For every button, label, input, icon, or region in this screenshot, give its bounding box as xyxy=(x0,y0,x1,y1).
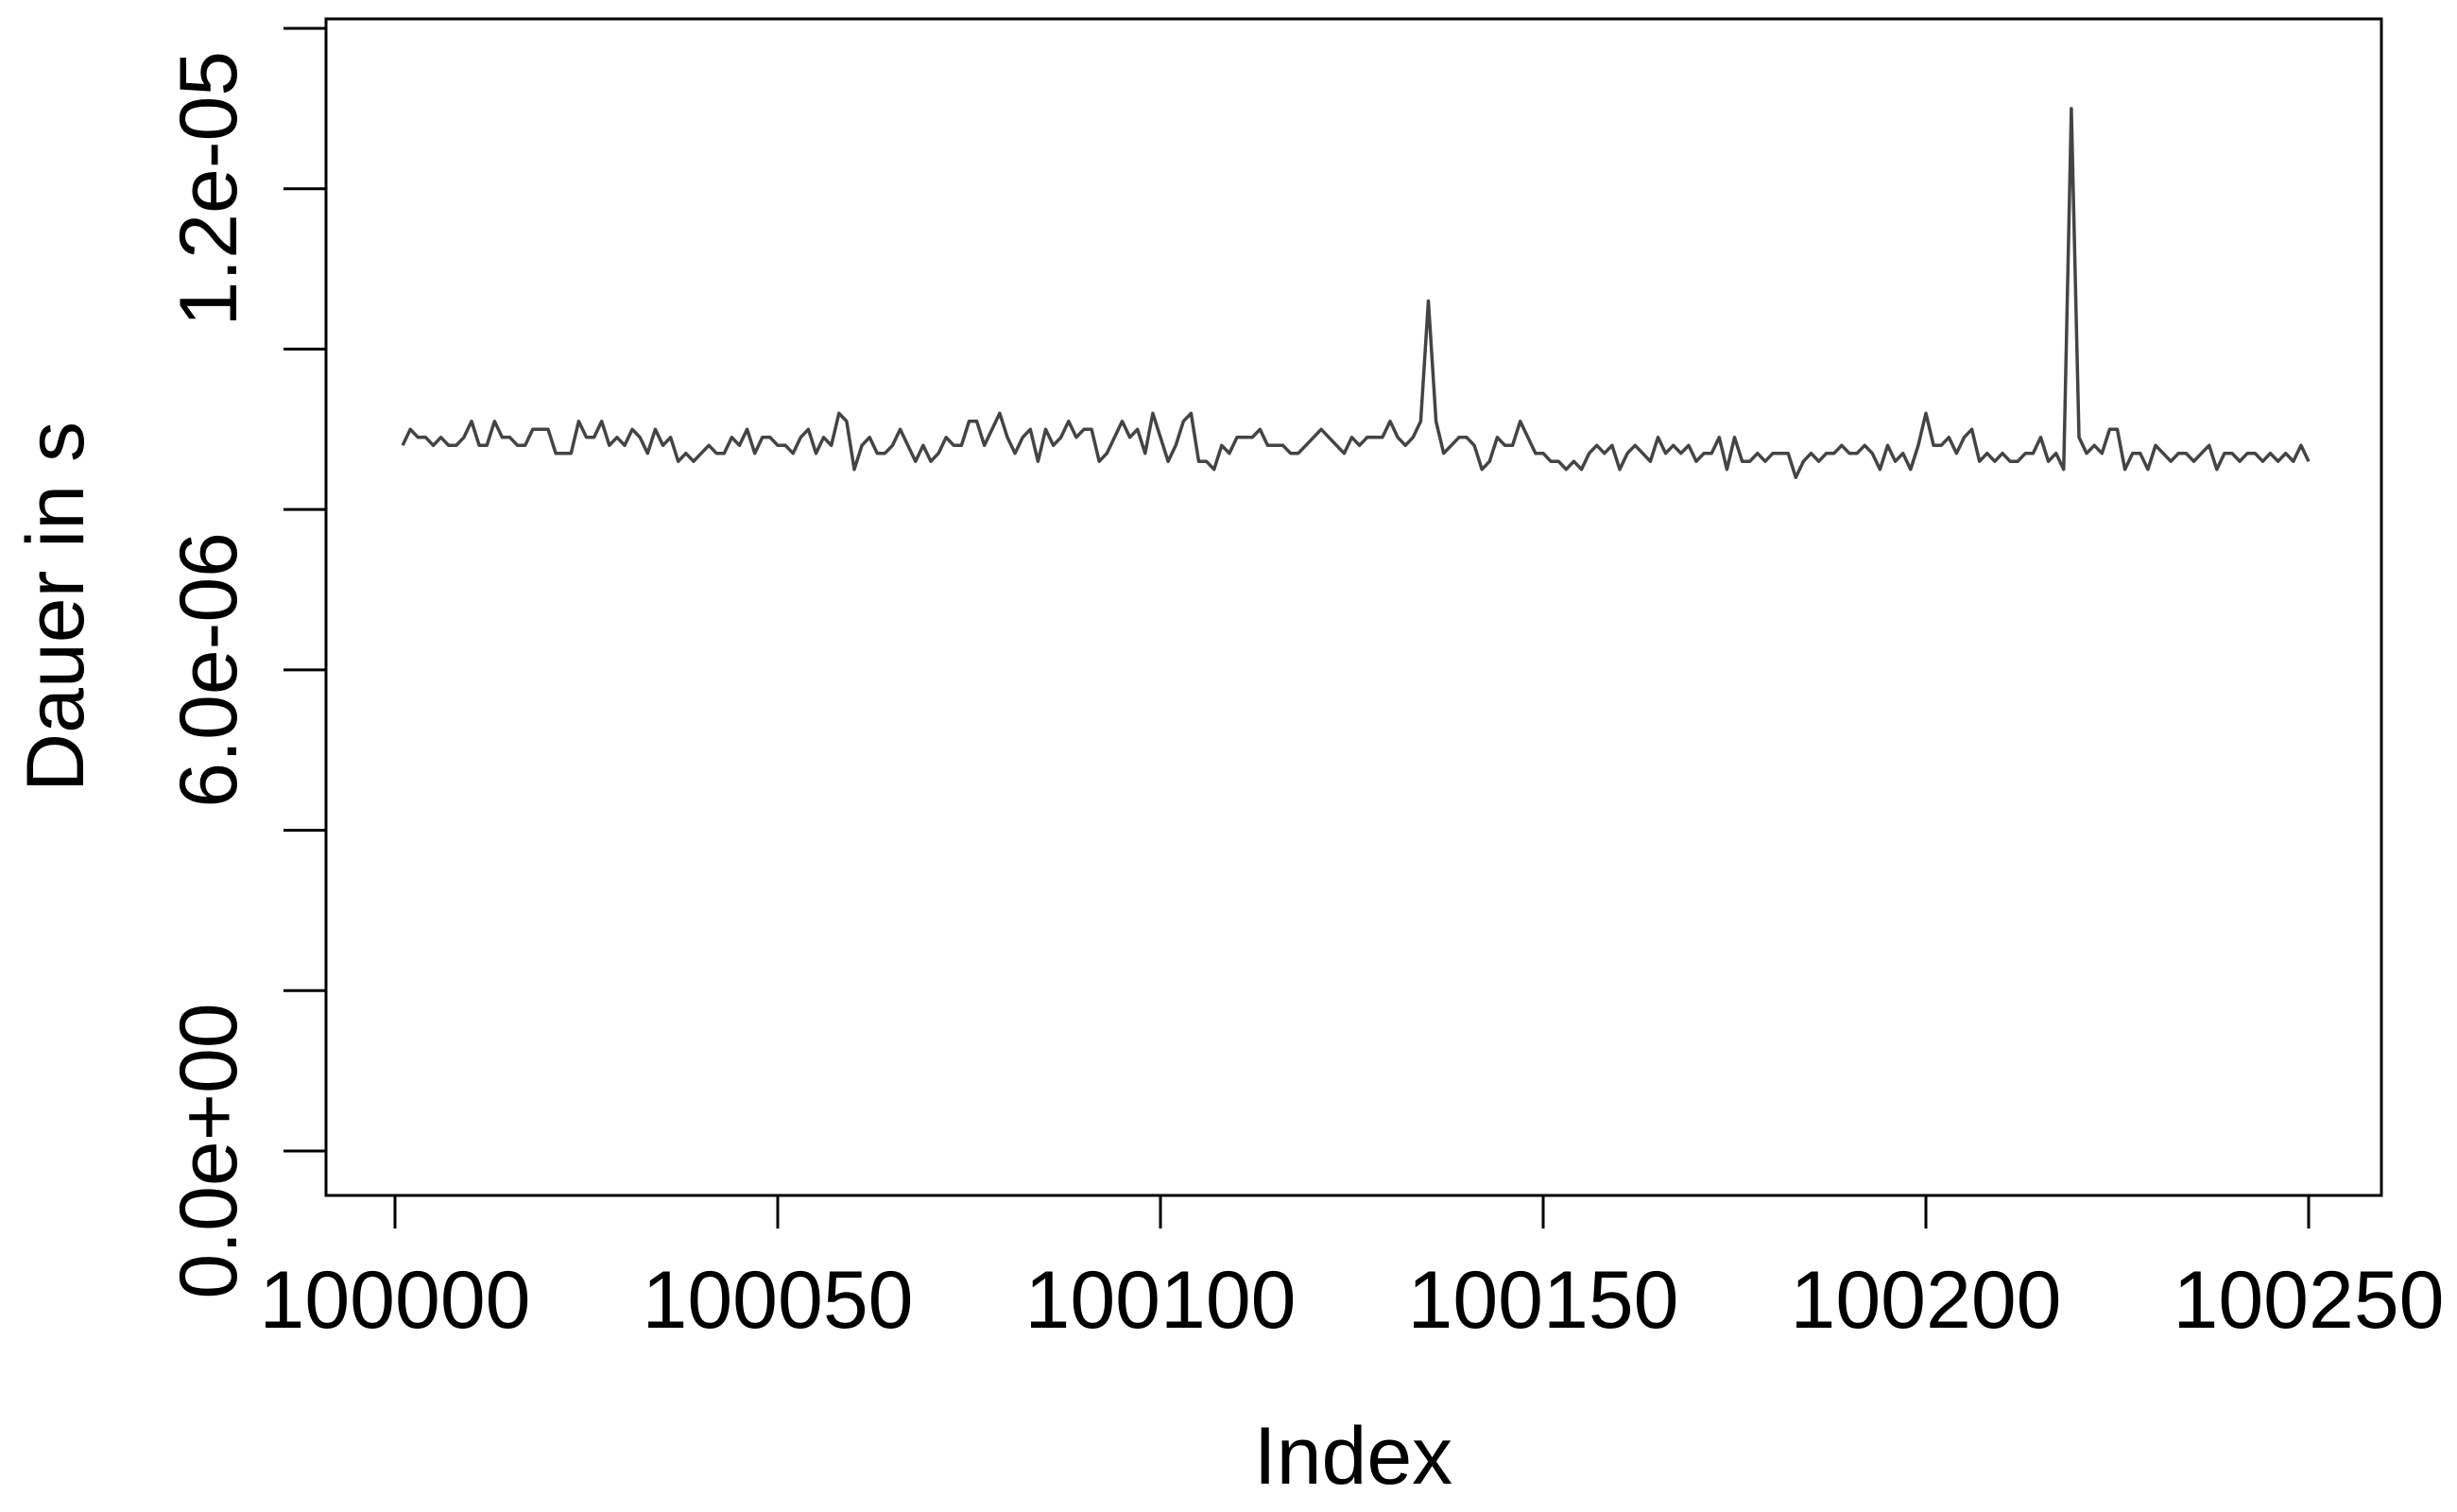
x-tick-label-2: 100100 xyxy=(1025,1255,1297,1346)
x-tick-label-5: 100250 xyxy=(2174,1255,2445,1346)
series-layer xyxy=(401,107,2311,479)
x-tick-label-0: 100000 xyxy=(260,1255,531,1346)
y-tick-label-0: 0.0e+00 xyxy=(163,1003,254,1298)
y-tick-label-3: 6.0e-06 xyxy=(163,532,254,808)
y-axis: 0.0e+00 6.0e-06 1.2e-05 xyxy=(163,26,326,1299)
plot-frame xyxy=(324,17,2383,1197)
y-axis-label: Dauer in s xyxy=(10,421,101,792)
x-tick-label-3: 100150 xyxy=(1408,1255,1679,1346)
x-axis-label: Index xyxy=(1254,1411,1452,1502)
x-tick-label-1: 100050 xyxy=(643,1255,914,1346)
x-axis: 100000 100050 100100 100150 100200 100250 xyxy=(260,1195,2445,1346)
x-tick-label-4: 100200 xyxy=(1791,1255,2062,1346)
y-tick-label-6: 1.2e-05 xyxy=(163,51,254,327)
series-line-0 xyxy=(401,107,2311,479)
